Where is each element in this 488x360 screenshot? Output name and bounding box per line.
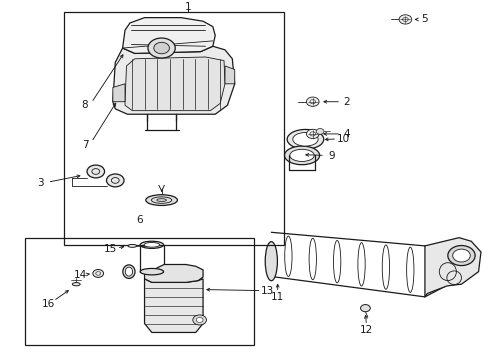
Text: 5: 5 (421, 14, 427, 24)
Polygon shape (125, 57, 224, 111)
Circle shape (306, 129, 319, 139)
Text: 15: 15 (103, 244, 117, 254)
Circle shape (447, 246, 474, 266)
Text: 9: 9 (327, 151, 334, 161)
Polygon shape (224, 66, 234, 84)
Text: 6: 6 (136, 215, 142, 225)
Polygon shape (113, 84, 125, 102)
Circle shape (306, 97, 319, 106)
Polygon shape (113, 46, 234, 114)
Text: 10: 10 (336, 134, 349, 144)
Circle shape (316, 129, 324, 134)
Ellipse shape (122, 265, 135, 278)
Ellipse shape (264, 242, 277, 281)
Text: 2: 2 (343, 97, 349, 107)
Circle shape (196, 318, 203, 323)
Text: 8: 8 (81, 100, 88, 110)
Ellipse shape (145, 195, 177, 206)
Ellipse shape (286, 130, 323, 149)
Ellipse shape (144, 243, 159, 247)
Ellipse shape (128, 244, 137, 247)
Polygon shape (144, 279, 203, 333)
Bar (64, 12, 283, 245)
Text: 12: 12 (359, 325, 372, 335)
Text: 7: 7 (81, 140, 88, 150)
Text: 3: 3 (37, 178, 44, 188)
Text: 1: 1 (185, 2, 191, 12)
Circle shape (148, 38, 175, 58)
Circle shape (192, 315, 206, 325)
Ellipse shape (157, 199, 166, 202)
Text: 4: 4 (343, 129, 349, 139)
Circle shape (106, 174, 124, 187)
Ellipse shape (284, 146, 319, 165)
Circle shape (87, 165, 104, 178)
Ellipse shape (292, 132, 318, 146)
Ellipse shape (289, 149, 314, 161)
Ellipse shape (72, 283, 80, 286)
Polygon shape (144, 265, 203, 282)
Text: 13: 13 (261, 286, 274, 296)
Circle shape (360, 305, 369, 312)
Ellipse shape (140, 269, 163, 275)
Ellipse shape (125, 267, 132, 276)
Polygon shape (122, 18, 215, 53)
Circle shape (93, 270, 103, 277)
Text: 14: 14 (73, 270, 87, 280)
Polygon shape (424, 238, 480, 297)
Circle shape (452, 249, 469, 262)
Ellipse shape (140, 241, 163, 248)
Bar (25, 238, 254, 345)
Circle shape (154, 42, 169, 54)
Text: 11: 11 (270, 292, 284, 302)
Text: 16: 16 (42, 299, 55, 309)
Circle shape (398, 15, 411, 24)
